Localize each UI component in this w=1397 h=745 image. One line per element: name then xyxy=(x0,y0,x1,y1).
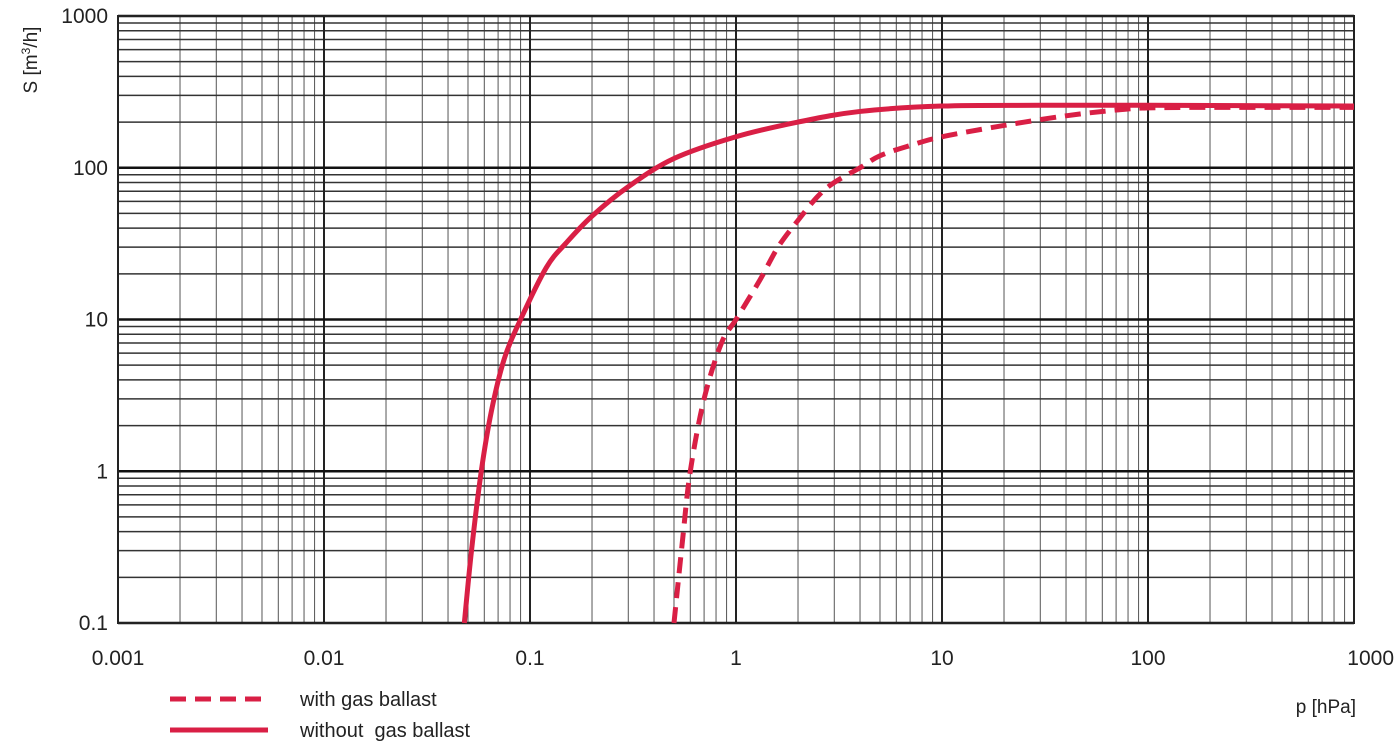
x-tick-label: 0.1 xyxy=(515,647,544,670)
x-tick-label: 100 xyxy=(1130,647,1165,670)
legend-label-without-gas-ballast: without gas ballast xyxy=(299,720,471,742)
y-axis-title-tail: /h] xyxy=(21,27,42,48)
y-tick-label: 1000 xyxy=(61,5,108,28)
series-layer xyxy=(461,102,1355,624)
x-tick-labels: 0.001 0.01 0.1 1 10 100 1000 xyxy=(92,647,1394,670)
y-tick-labels: 0.1 1 10 100 1000 xyxy=(61,5,108,635)
y-axis-title-superscript: 3 xyxy=(19,47,33,54)
y-axis-title: S [m3/h] xyxy=(19,27,42,94)
x-tick-label: 0.01 xyxy=(304,647,345,670)
x-tick-label: 10 xyxy=(930,647,953,670)
legend: with gas ballast without gas ballast xyxy=(170,689,471,742)
series-line-with-gas-ballast xyxy=(671,104,1354,624)
y-tick-label: 1 xyxy=(96,460,108,483)
series-line-without-gas-ballast xyxy=(461,102,1355,624)
x-axis-title: p [hPa] xyxy=(1296,697,1356,718)
plot-frame xyxy=(117,15,1355,624)
legend-label-with-gas-ballast: with gas ballast xyxy=(299,689,437,711)
y-axis-title-main: S [m xyxy=(21,54,42,93)
x-tick-label: 1 xyxy=(730,647,742,670)
x-tick-label: 0.001 xyxy=(92,647,145,670)
y-tick-label: 0.1 xyxy=(79,612,108,635)
y-tick-label: 100 xyxy=(73,157,108,180)
x-tick-label: 1000 xyxy=(1347,647,1394,670)
y-tick-label: 10 xyxy=(85,309,108,332)
